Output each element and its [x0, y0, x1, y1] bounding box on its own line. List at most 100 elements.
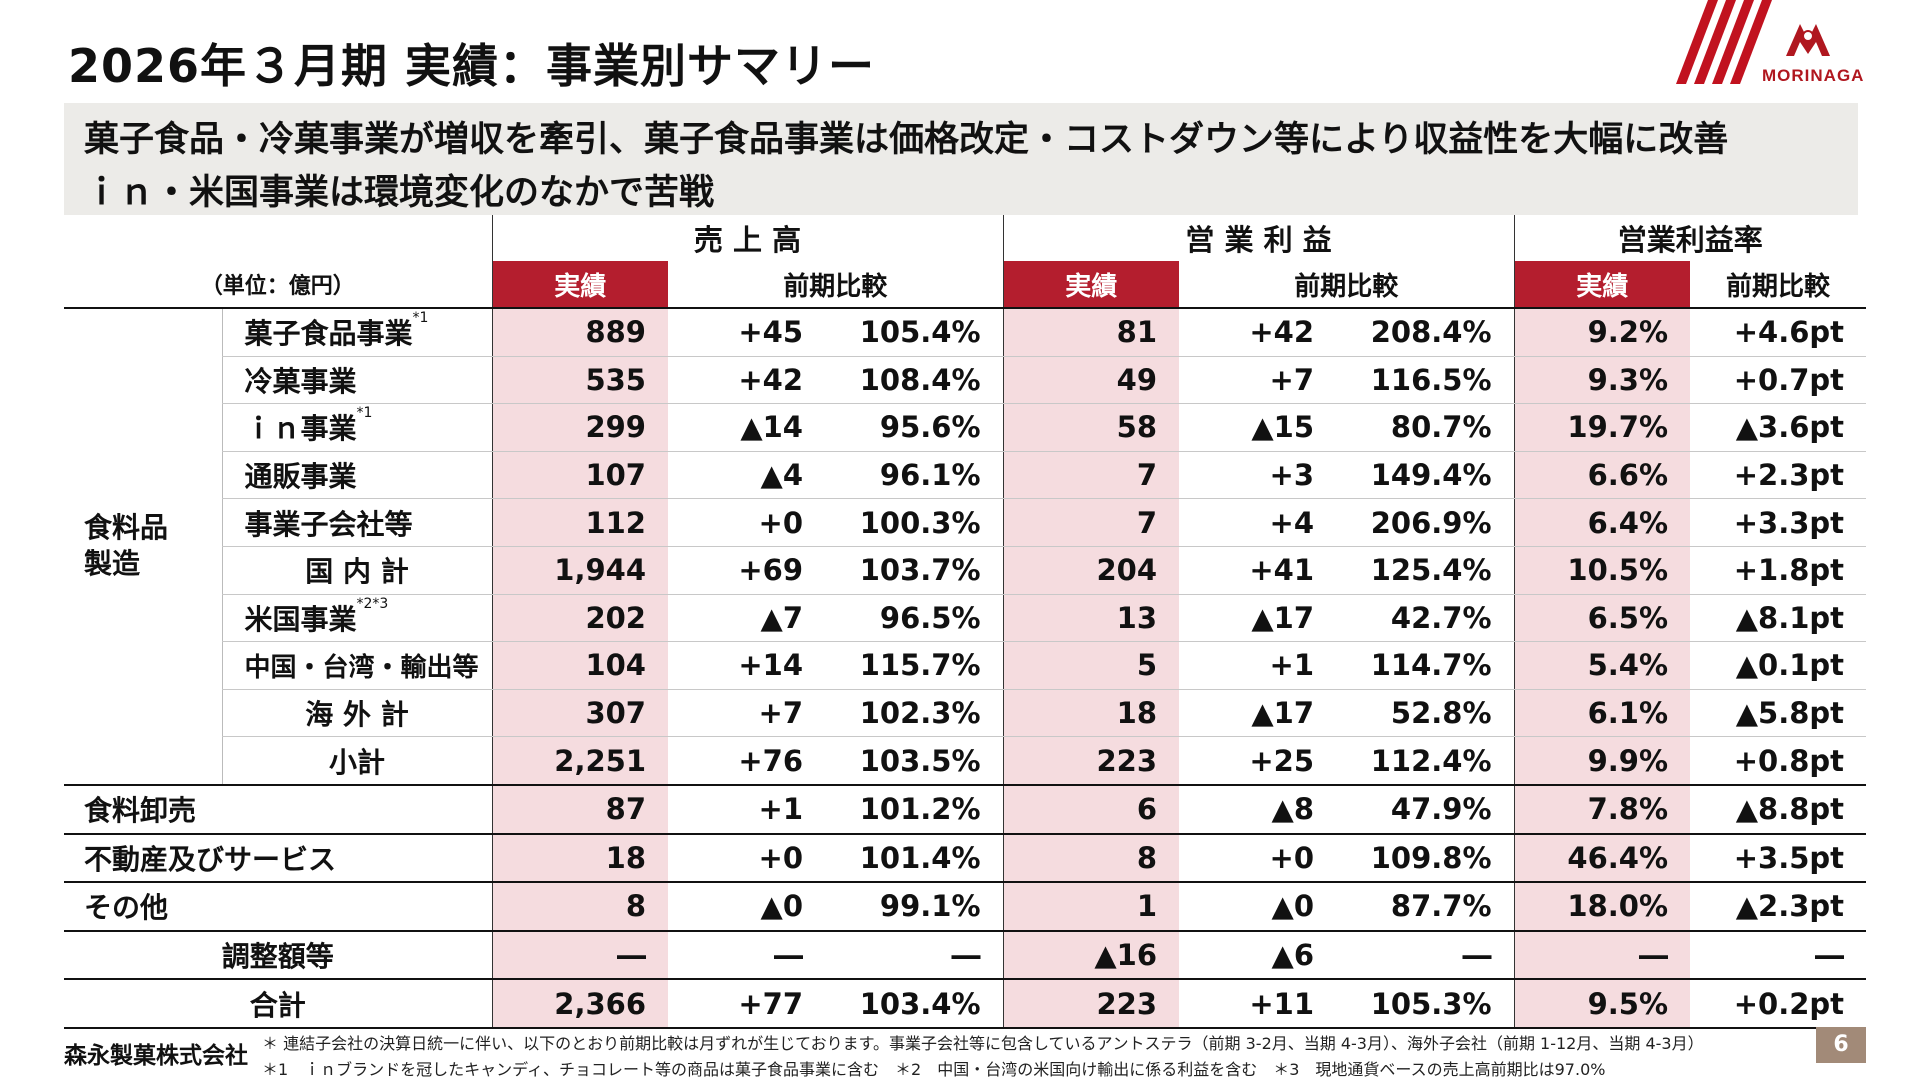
sales-actual: 112 — [491, 498, 668, 547]
row-label: 小計 — [221, 736, 492, 786]
sales-actual: 202 — [491, 594, 668, 643]
op-pct: 105.3% — [1336, 979, 1515, 1029]
banner-line-2: ｉｎ・米国事業は環境変化のなかで苦戦 — [84, 173, 715, 213]
sales-actual: 87 — [491, 784, 668, 835]
op-actual: 5 — [1002, 641, 1180, 690]
table-row: 食料品 製造 菓子食品事業*1 889 +45 105.4% 81 +42 20… — [64, 308, 1867, 786]
row-label: 通販事業 — [221, 451, 492, 500]
row-label: 調整額等 — [64, 930, 492, 981]
margin-actual: 19.7% — [1513, 403, 1691, 452]
margin-actual-header: 実績 — [1513, 261, 1691, 309]
op-diff: +4 — [1179, 498, 1337, 547]
table-row: その他 8 ▲0 99.1% 1 ▲0 87.7% 18.0% ▲2.3pt — [64, 882, 1867, 932]
row-label: 米国事業*2*3 — [221, 594, 492, 643]
sales-pct: 102.3% — [825, 689, 1004, 738]
margin-diff: ▲5.8pt — [1690, 689, 1867, 738]
table-row: 米国事業*2*3 202 ▲7 96.5% 13 ▲17 42.7% 6.5% … — [64, 594, 1867, 643]
segment-summary-table: 売 上 高 営 業 利 益 営業利益率 （単位：億円） 実績 前期比較 実績 前… — [64, 215, 1867, 1029]
op-diff: ▲8 — [1179, 784, 1337, 835]
op-pct: 149.4% — [1336, 451, 1515, 500]
margin-diff: ▲8.1pt — [1690, 594, 1867, 643]
sales-diff: ▲4 — [668, 451, 825, 500]
op-actual: 7 — [1002, 498, 1180, 547]
table-row: 不動産及びサービス 18 +0 101.4% 8 +0 109.8% 46.4%… — [64, 833, 1867, 884]
op-diff: ▲17 — [1179, 689, 1337, 738]
table-row: 海 外 計 307 +7 102.3% 18 ▲17 52.8% 6.1% ▲5… — [64, 689, 1867, 738]
op-actual: 223 — [1002, 979, 1180, 1029]
op-actual: 7 — [1002, 451, 1180, 500]
margin-actual: 6.4% — [1513, 498, 1691, 547]
sales-actual: 307 — [491, 689, 668, 738]
sales-diff: ▲0 — [668, 882, 825, 932]
sales-diff: +1 — [668, 784, 825, 835]
op-pct: 80.7% — [1336, 403, 1515, 452]
op-pct: 125.4% — [1336, 546, 1515, 595]
sales-diff: +0 — [668, 833, 825, 884]
margin-actual: 18.0% — [1513, 882, 1691, 932]
sales-pct: 103.7% — [825, 546, 1004, 595]
op-diff: +41 — [1179, 546, 1337, 595]
margin-actual: 10.5% — [1513, 546, 1691, 595]
op-diff: +0 — [1179, 833, 1337, 884]
op-actual: 49 — [1002, 356, 1180, 405]
table-row: 食料卸売 87 +1 101.2% 6 ▲8 47.9% 7.8% ▲8.8pt — [64, 784, 1867, 835]
row-label: ｉｎ事業*1 — [221, 403, 492, 452]
row-label: 不動産及びサービス — [64, 833, 492, 884]
table-row: 調整額等 ― ― ― ▲16 ▲6 ― ― ― — [64, 930, 1867, 981]
op-diff: ▲15 — [1179, 403, 1337, 452]
sales-pct: 103.4% — [825, 979, 1004, 1029]
op-pct: 109.8% — [1336, 833, 1515, 884]
sales-pct: ― — [825, 930, 1004, 981]
op-actual: 8 — [1002, 833, 1180, 884]
sales-actual: 8 — [491, 882, 668, 932]
op-diff: +11 — [1179, 979, 1337, 1029]
sales-pct: 96.1% — [825, 451, 1004, 500]
op-diff: +7 — [1179, 356, 1337, 405]
row-label: 中国・台湾・輸出等 — [221, 641, 492, 690]
op-pct: 87.7% — [1336, 882, 1515, 932]
sales-pct: 96.5% — [825, 594, 1004, 643]
table-row: 事業子会社等 112 +0 100.3% 7 +4 206.9% 6.4% +3… — [64, 498, 1867, 547]
table-row: 合計 2,366 +77 103.4% 223 +11 105.3% 9.5% … — [64, 979, 1867, 1029]
sales-pct: 101.2% — [825, 784, 1004, 835]
sales-diff: +7 — [668, 689, 825, 738]
margin-actual: 9.5% — [1513, 979, 1691, 1029]
margin-diff: ― — [1690, 930, 1867, 981]
sales-diff: +45 — [668, 308, 825, 357]
sales-pct: 108.4% — [825, 356, 1004, 405]
margin-actual: 6.6% — [1513, 451, 1691, 500]
margin-actual: 7.8% — [1513, 784, 1691, 835]
row-label: 菓子食品事業*1 — [221, 308, 492, 357]
row-label: 冷菓事業 — [221, 356, 492, 405]
margin-diff: +3.3pt — [1690, 498, 1867, 547]
op-actual: 223 — [1002, 736, 1180, 786]
logo-text: MORINAGA — [1762, 66, 1865, 85]
sales-pct: 103.5% — [825, 736, 1004, 786]
group-food-manufacturing: 食料品 製造 — [64, 308, 222, 786]
footnote-1: ＊ 連結子会社の決算日統一に伴い、以下のとおり前期比較は月ずれが生じております。… — [262, 1034, 1704, 1053]
row-label: 国 内 計 — [221, 546, 492, 595]
sales-actual: 535 — [491, 356, 668, 405]
header-operating-margin: 営業利益率 — [1513, 215, 1867, 261]
sales-diff: ― — [668, 930, 825, 981]
group-label-line2: 製造 — [84, 547, 141, 581]
op-diff: +3 — [1179, 451, 1337, 500]
sales-diff: +76 — [668, 736, 825, 786]
sales-actual: 104 — [491, 641, 668, 690]
op-pct: ― — [1336, 930, 1515, 981]
sales-compare-header: 前期比較 — [668, 261, 1004, 309]
op-actual: 81 — [1002, 308, 1180, 357]
table-row: 通販事業 107 ▲4 96.1% 7 +3 149.4% 6.6% +2.3p… — [64, 451, 1867, 500]
margin-diff: ▲0.1pt — [1690, 641, 1867, 690]
op-pct: 112.4% — [1336, 736, 1515, 786]
sales-pct: 115.7% — [825, 641, 1004, 690]
margin-actual: 46.4% — [1513, 833, 1691, 884]
sales-diff: ▲7 — [668, 594, 825, 643]
op-pct: 114.7% — [1336, 641, 1515, 690]
sales-pct: 95.6% — [825, 403, 1004, 452]
margin-actual: 9.9% — [1513, 736, 1691, 786]
op-actual-header: 実績 — [1002, 261, 1180, 309]
row-label: 海 外 計 — [221, 689, 492, 738]
op-pct: 208.4% — [1336, 308, 1515, 357]
table-row: 国 内 計 1,944 +69 103.7% 204 +41 125.4% 10… — [64, 546, 1867, 595]
